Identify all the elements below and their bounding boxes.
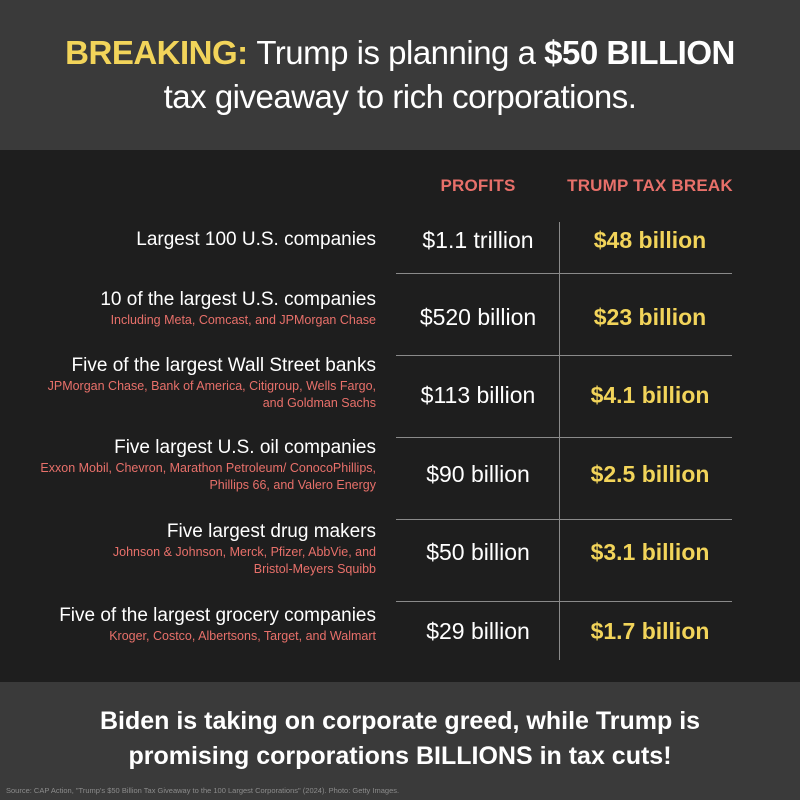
row-label: Five of the largest grocery companies Kr… [10,604,376,645]
breaking-label: BREAKING: [65,34,248,71]
tax-break-value: $1.7 billion [590,618,710,644]
profits-value: $50 billion [426,539,530,565]
row-subtitle: JPMorgan Chase, Bank of America, Citigro… [47,379,376,410]
tax-break-value: $4.1 billion [590,382,710,408]
profits-value: $90 billion [426,461,530,487]
profits-value: $113 billion [420,382,536,408]
headline-amount: $50 BILLION [544,34,735,71]
row-divider [396,273,732,274]
row-label: Five largest drug makers Johnson & Johns… [80,520,376,578]
headline: BREAKING: Trump is planning a $50 BILLIO… [65,31,735,119]
row-divider [396,355,732,356]
tax-break-column-header: TRUMP TAX BREAK [567,176,733,195]
tax-break-value: $48 billion [593,227,707,253]
comparison-table: PROFITS TRUMP TAX BREAK Largest 100 U.S.… [0,150,800,682]
profits-value: $29 billion [426,618,530,644]
row-divider [396,601,732,602]
headline-line2: tax giveaway to rich corporations. [163,78,637,115]
row-label: Five of the largest Wall Street banks JP… [30,354,376,412]
row-title: Five largest U.S. oil companies [114,437,376,458]
row-divider [396,519,732,520]
row-subtitle: Including Meta, Comcast, and JPMorgan Ch… [110,313,376,327]
row-subtitle: Johnson & Johnson, Merck, Pfizer, AbbVie… [112,545,376,576]
row-subtitle: Kroger, Costco, Albertsons, Target, and … [109,629,376,643]
source-credit: Source: CAP Action, "Trump's $50 Billion… [6,786,400,795]
row-title: Largest 100 U.S. companies [136,229,376,250]
tax-break-value: $2.5 billion [590,461,710,487]
row-title: Five of the largest grocery companies [59,605,376,626]
footer-message: Biden is taking on corporate greed, whil… [99,707,701,770]
column-divider [559,222,560,660]
profits-value: $1.1 trillion [422,227,534,253]
tax-break-value: $3.1 billion [590,539,710,565]
row-label: Five largest U.S. oil companies Exxon Mo… [30,436,376,494]
row-subtitle: Exxon Mobil, Chevron, Marathon Petroleum… [40,461,376,492]
tax-break-value: $23 billion [593,304,707,330]
header-banner: BREAKING: Trump is planning a $50 BILLIO… [0,0,800,150]
footer-banner: Biden is taking on corporate greed, whil… [0,682,800,800]
row-title: Five largest drug makers [166,521,376,542]
row-label: Largest 100 U.S. companies [20,228,376,252]
row-label: 10 of the largest U.S. companies Includi… [20,288,376,329]
profits-column-header: PROFITS [440,176,516,195]
row-title: 10 of the largest U.S. companies [100,289,376,310]
row-divider [396,437,732,438]
headline-text-a: Trump is planning a [256,34,536,71]
profits-value: $520 billion [419,304,537,330]
row-title: Five of the largest Wall Street banks [71,355,376,376]
